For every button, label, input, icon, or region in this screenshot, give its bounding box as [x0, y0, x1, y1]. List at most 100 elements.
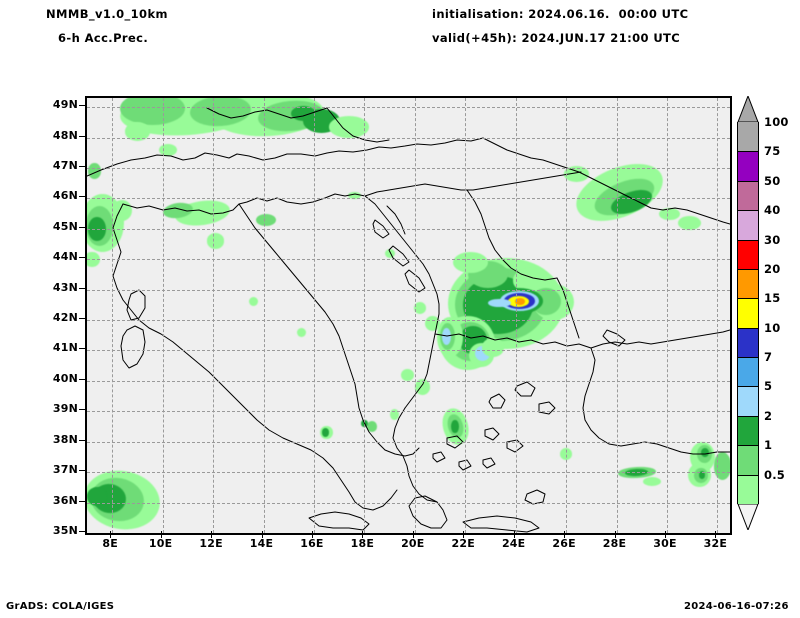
precip-aegean [390, 409, 400, 420]
gridline-horizontal [87, 380, 730, 382]
gridline-vertical [162, 98, 164, 533]
precip-alps-outer [158, 143, 177, 156]
precip-macedonia-outer [481, 338, 505, 357]
axis-label-lat: 45N [52, 219, 78, 233]
colorbar-band [738, 180, 758, 211]
colorbar-tick-label: 30 [764, 232, 781, 247]
tick-mark-lon [311, 531, 313, 538]
axis-label-lat: 35N [52, 524, 78, 537]
precip-hungary [347, 191, 361, 200]
map-canvas [87, 98, 730, 533]
axis-label-lon: 20E [401, 537, 425, 550]
colorbar-bands [737, 122, 759, 504]
axis-label-lat: 46N [52, 189, 78, 203]
tick-mark-lat [79, 196, 86, 198]
gridline-vertical [112, 98, 114, 533]
gridline-horizontal [87, 502, 730, 504]
precip-romania-outer [563, 166, 589, 182]
gridline-vertical [313, 98, 315, 533]
colorbar-tick-label: 2 [764, 408, 773, 423]
axis-label-lat: 42N [52, 311, 78, 325]
tick-mark-lon [211, 531, 213, 538]
precip-aegean [559, 447, 573, 460]
tick-mark-lon [664, 531, 666, 538]
axis-label-lon: 28E [602, 537, 627, 550]
precip-bosnia [384, 248, 395, 258]
precip-turkey-core [701, 447, 709, 457]
tick-mark-lat [79, 378, 86, 380]
gridline-horizontal [87, 259, 730, 261]
colorbar-tick-label: 15 [764, 291, 781, 306]
tick-mark-lat [79, 105, 86, 107]
colorbar-band [738, 445, 758, 475]
precip-nwitaly-outer [112, 199, 133, 222]
precip-alps-outer [124, 122, 151, 141]
colorbar-tick-label: 75 [764, 144, 781, 159]
tick-mark-lon [513, 531, 515, 538]
colorbar-tick-label: 20 [764, 261, 781, 276]
axis-label-lon: 12E [199, 537, 223, 550]
colorbar-band [738, 357, 758, 387]
gridline-horizontal [87, 228, 730, 230]
axis-label-lat: 47N [52, 158, 78, 172]
precip-swmed-core [87, 487, 108, 506]
colorbar-band [738, 239, 758, 269]
axis-label-lat: 36N [52, 493, 78, 507]
precip-italy-central [249, 297, 258, 307]
gridline-vertical [263, 98, 265, 533]
colorbar-tick-label: 0.5 [764, 467, 785, 482]
precip-romania-outer [659, 207, 680, 220]
axis-label-lat: 49N [52, 98, 78, 112]
gridline-horizontal [87, 289, 730, 291]
axis-label-lon: 18E [350, 537, 375, 550]
axis-label-lon: 14E [249, 537, 274, 550]
precip-povalley [206, 233, 225, 249]
colorbar-band [738, 327, 758, 357]
colorbar-tick-label: 7 [764, 350, 773, 365]
precip-aegean [366, 421, 377, 432]
colorbar-band [738, 151, 758, 181]
axis-label-lon: 16E [300, 537, 324, 550]
gridline-horizontal [87, 350, 730, 352]
precip-romania-outer [678, 215, 701, 230]
tick-mark-lon [715, 531, 717, 538]
precip-italy-south [321, 428, 330, 437]
tick-mark-lat [79, 287, 86, 289]
axis-label-lat: 37N [52, 463, 78, 477]
tick-mark-lat [79, 165, 86, 167]
tick-mark-lon [110, 531, 112, 538]
tick-mark-lat [79, 135, 86, 137]
axis-label-lat: 41N [52, 341, 78, 355]
axis-label-lat: 40N [52, 371, 78, 385]
tick-mark-lat [79, 531, 86, 532]
axis-label-lon: 24E [501, 537, 526, 550]
axis-label-lon: 32E [703, 537, 728, 550]
gridline-vertical [414, 98, 416, 533]
gridline-vertical [666, 98, 668, 533]
gridline-horizontal [87, 533, 730, 534]
tick-mark-lon [463, 531, 465, 538]
axis-label-lon: 8E [102, 537, 118, 550]
colorbar-tick-label: 100 [764, 115, 789, 129]
colorbar-tick-label: 50 [764, 173, 781, 188]
gridline-horizontal [87, 441, 730, 443]
precip-italy-south [296, 327, 306, 337]
axis-label-lon: 30E [653, 537, 677, 550]
colorbar-band [738, 386, 758, 416]
precip-albania [413, 301, 427, 314]
tick-mark-lon [564, 531, 566, 538]
axis-label-lon: 22E [451, 537, 475, 550]
colorbar-bottom-cap [737, 503, 759, 532]
tick-mark-lat [79, 409, 86, 411]
gridline-vertical [616, 98, 618, 533]
precip-nwitaly-outer [87, 251, 100, 267]
colorbar-tick-label: 10 [764, 320, 781, 335]
tick-mark-lon [261, 531, 263, 538]
tick-mark-lat [79, 318, 86, 320]
axis-label-lon: 10E [148, 537, 173, 550]
gridline-horizontal [87, 320, 730, 322]
colorbar: 0.5 1 2 5 7 10 15 20 30 40 50 75 100 [737, 94, 788, 532]
precip-aegean [643, 476, 661, 486]
colorbar-band [738, 474, 758, 504]
